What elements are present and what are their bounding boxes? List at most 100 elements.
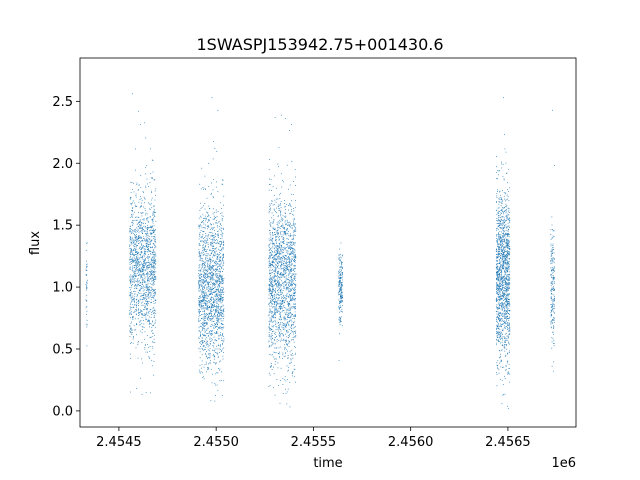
data-point-cluster-2 (198, 302, 200, 304)
data-point-cluster-3 (284, 324, 286, 325)
data-point-cluster-3 (283, 237, 284, 239)
data-point-cluster-3 (275, 352, 277, 354)
data-point-cluster-1 (149, 244, 151, 245)
data-point-cluster-1 (132, 253, 134, 254)
data-point-cluster-2 (213, 283, 215, 285)
data-point-cluster-3 (290, 275, 291, 277)
data-point-cluster-2 (204, 297, 206, 299)
data-point-cluster-3 (269, 262, 271, 264)
data-point-cluster-1 (153, 229, 154, 231)
data-point-cluster-3 (282, 225, 284, 227)
data-point-cluster-1 (129, 197, 131, 199)
data-point-cluster-3 (282, 306, 284, 308)
data-point-cluster-3 (271, 336, 272, 338)
data-point-cluster-2 (201, 341, 203, 343)
data-point-cluster-2 (221, 257, 223, 259)
data-point-cluster-3 (289, 269, 291, 271)
data-point-cluster-2 (205, 258, 207, 260)
data-point-cluster-2 (205, 273, 207, 274)
data-point-cluster-3 (279, 355, 280, 357)
data-point-cluster-3 (277, 229, 279, 231)
data-point-cluster-2 (214, 283, 216, 285)
data-point-cluster-3 (286, 252, 288, 253)
data-point-cluster-2 (213, 239, 215, 241)
data-point-cluster-2 (201, 314, 203, 315)
data-point-cluster-1 (153, 313, 155, 314)
data-point-cluster-1 (152, 310, 154, 311)
data-point-cluster-3 (286, 243, 287, 245)
data-point-cluster-2 (204, 320, 206, 321)
data-point-cluster-1 (132, 261, 134, 263)
data-point-cluster-2 (212, 232, 214, 234)
data-point-cluster-3 (274, 309, 276, 310)
data-point-cluster-2 (217, 313, 218, 315)
data-point-cluster-2 (198, 233, 200, 235)
data-point-cluster-2 (222, 343, 223, 344)
data-point-cluster-1 (148, 259, 150, 261)
data-point-cluster-2 (219, 275, 221, 277)
data-point-cluster-2 (204, 281, 206, 283)
data-point-cluster-3 (293, 288, 295, 290)
data-point-cluster-2 (216, 326, 218, 327)
data-point-cluster-2 (198, 298, 200, 300)
data-point-cluster-2 (220, 240, 222, 242)
data-point-cluster-2 (216, 250, 218, 252)
data-point-cluster-3 (270, 363, 272, 364)
data-point-cluster-2 (210, 272, 212, 274)
data-point-cluster-2 (217, 357, 219, 358)
data-point-cluster-2 (200, 260, 202, 262)
data-point-cluster-1 (140, 276, 142, 278)
data-point-cluster-1 (132, 220, 134, 222)
data-point-cluster-2 (200, 311, 202, 312)
data-point-cluster-2 (200, 281, 202, 283)
data-point-cluster-2 (216, 222, 218, 224)
data-point-cluster-2 (209, 313, 211, 314)
data-point-cluster-3 (270, 265, 271, 267)
data-point-cluster-1 (135, 287, 137, 289)
data-point-cluster-2 (202, 333, 204, 335)
data-point-cluster-2 (198, 316, 200, 318)
data-point-cluster-2 (210, 330, 212, 331)
data-point-cluster-3 (271, 316, 273, 318)
data-point-cluster-5 (504, 288, 506, 290)
data-point-cluster-3 (281, 301, 283, 302)
data-point-cluster-3 (292, 297, 294, 298)
data-point-cluster-3 (282, 223, 284, 225)
data-point-cluster-2 (210, 242, 211, 244)
data-point-cluster-2 (209, 263, 211, 265)
data-point-cluster-3 (269, 374, 271, 376)
data-point-cluster-3 (268, 326, 270, 328)
data-point-cluster-1 (138, 311, 140, 313)
data-point-cluster-1 (136, 236, 137, 238)
data-point-cluster-3 (275, 295, 277, 297)
data-point-cluster-3 (275, 325, 277, 327)
data-point-cluster-3 (268, 315, 270, 317)
data-point-cluster-1 (139, 274, 141, 276)
data-point-cluster-2 (199, 259, 201, 261)
data-point-cluster-1 (137, 344, 139, 345)
data-point-cluster-4 (339, 280, 340, 281)
data-point-cluster-1 (152, 262, 154, 264)
data-point-cluster-3 (285, 247, 287, 248)
data-point-cluster-3 (285, 272, 287, 274)
data-point-cluster-1 (150, 278, 151, 280)
data-point-cluster-4 (340, 299, 342, 301)
data-point-cluster-3 (289, 273, 291, 274)
data-point-cluster-3 (279, 284, 281, 286)
data-point-cluster-3 (284, 232, 286, 234)
data-point-cluster-1 (150, 229, 151, 231)
data-point-cluster-3 (271, 369, 273, 370)
data-point-cluster-2 (214, 323, 216, 325)
data-point-cluster-4 (339, 303, 341, 305)
data-point-cluster-3 (287, 303, 289, 305)
data-point-cluster-1 (145, 230, 147, 232)
data-point-cluster-4 (341, 298, 343, 299)
data-point-cluster-4 (340, 310, 342, 312)
data-point-cluster-4 (341, 267, 343, 268)
data-point-cluster-2 (209, 348, 211, 350)
data-point-cluster-2 (222, 324, 224, 326)
data-point-cluster-5 (503, 255, 505, 257)
data-point-cluster-1 (146, 294, 148, 296)
data-point-cluster-3 (276, 262, 278, 264)
data-point-cluster-1 (140, 288, 141, 290)
